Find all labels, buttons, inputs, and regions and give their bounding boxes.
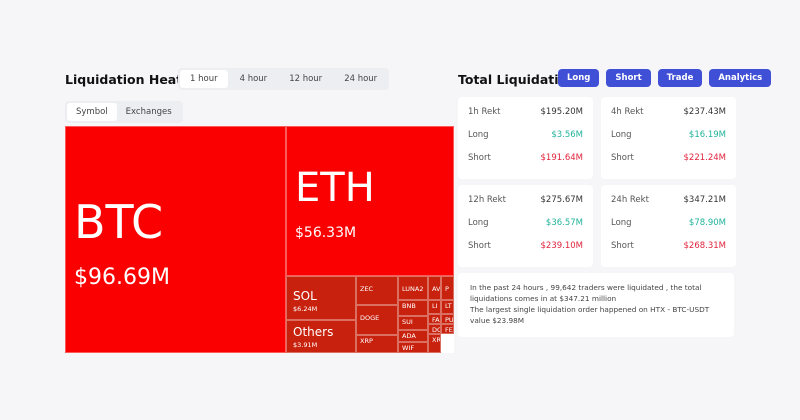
summary-box: In the past 24 hours , 99,642 traders we…	[458, 273, 734, 337]
cell-value: $3.91M	[293, 341, 318, 349]
treemap-cell[interactable]: ADA	[398, 330, 428, 342]
view-tabs: Symbol Exchanges	[65, 101, 183, 123]
short-label: Short	[611, 241, 634, 251]
cell-symbol: Others	[293, 325, 334, 339]
treemap-cell-sol[interactable]: SOL $6.24M	[286, 276, 356, 320]
long-label: Long	[611, 218, 632, 228]
cell-symbol: SOL	[293, 289, 317, 303]
summary-text: In the past 24 hours , 99,642 traders we…	[470, 283, 702, 303]
short-value: $239.10M	[540, 241, 583, 251]
totals-title: Total Liquidations	[458, 72, 584, 87]
analytics-button[interactable]: Analytics	[709, 69, 772, 87]
long-label: Long	[468, 218, 489, 228]
period-label: 24h Rekt	[611, 195, 649, 205]
treemap-cell[interactable]: ZEC	[356, 276, 398, 305]
tab-12-hour[interactable]: 12 hour	[289, 74, 323, 84]
treemap-cell[interactable]: DC	[428, 324, 441, 334]
total-value: $237.43M	[683, 107, 726, 117]
short-label: Short	[468, 241, 491, 251]
period-label: 1h Rekt	[468, 107, 501, 117]
long-value: $3.56M	[551, 130, 583, 140]
short-label: Short	[611, 153, 634, 163]
tab-24-hour[interactable]: 24 hour	[344, 74, 378, 84]
short-value: $221.24M	[683, 153, 726, 163]
treemap-cell[interactable]: AV	[428, 276, 441, 300]
total-value: $275.67M	[540, 195, 583, 205]
largest-order-text: The largest single liquidation order hap…	[470, 305, 710, 325]
treemap-cell[interactable]: FE	[441, 324, 454, 334]
rekt-card: 1h Rekt $195.20M Long $3.56M Short $191.64M	[458, 97, 593, 179]
treemap-cell[interactable]: XRP	[356, 335, 398, 353]
tab-1-hour[interactable]: 1 hour	[180, 70, 228, 88]
total-value: $347.21M	[683, 195, 726, 205]
tab-4-hour[interactable]: 4 hour	[239, 74, 268, 84]
long-value: $16.19M	[688, 130, 726, 140]
cell-value: $56.33M	[295, 225, 357, 241]
treemap-cell-eth[interactable]: ETH $56.33M	[286, 126, 454, 276]
treemap-cell[interactable]: LI	[428, 300, 441, 314]
treemap-cell[interactable]: PU	[441, 314, 454, 324]
time-tabs: 1 hour 4 hour 12 hour 24 hour	[178, 68, 390, 90]
long-value: $36.57M	[545, 218, 583, 228]
cell-value: $6.24M	[293, 305, 318, 313]
short-button[interactable]: Short	[606, 69, 651, 87]
treemap-cell[interactable]: BNB	[398, 300, 428, 316]
long-label: Long	[468, 130, 489, 140]
short-value: $191.64M	[540, 153, 583, 163]
long-button[interactable]: Long	[558, 69, 600, 87]
treemap-cell-others[interactable]: Others $3.91M	[286, 320, 356, 353]
cell-value: $96.69M	[74, 265, 170, 290]
rekt-card: 4h Rekt $237.43M Long $16.19M Short $221.24…	[601, 97, 736, 179]
treemap-cell[interactable]: LUNA2	[398, 276, 428, 300]
tab-exchanges[interactable]: Exchanges	[125, 107, 172, 117]
treemap-cell[interactable]: WIF	[398, 342, 428, 353]
short-value: $268.31M	[683, 241, 726, 251]
treemap-cell-btc[interactable]: BTC $96.69M	[65, 126, 286, 353]
long-value: $78.90M	[688, 218, 726, 228]
period-label: 4h Rekt	[611, 107, 644, 117]
treemap-cell[interactable]: XR	[428, 334, 441, 353]
totals-buttons: Long Short Trade Analytics	[558, 69, 772, 87]
tab-symbol[interactable]: Symbol	[67, 103, 117, 121]
total-value: $195.20M	[540, 107, 583, 117]
cell-symbol: ETH	[295, 165, 375, 211]
rekt-card: 24h Rekt $347.21M Long $78.90M Short $268.3…	[601, 185, 736, 267]
treemap-cell[interactable]: LT	[441, 300, 454, 314]
long-label: Long	[611, 130, 632, 140]
treemap-cell[interactable]: P	[441, 276, 454, 300]
cell-symbol: BTC	[74, 195, 164, 249]
treemap: BTC $96.69M ETH $56.33M SOL $6.24M Other…	[65, 126, 454, 353]
heatmap-title: Liquidation Heatmap	[65, 72, 213, 87]
treemap-cell[interactable]: FA	[428, 314, 441, 324]
trade-button[interactable]: Trade	[657, 69, 703, 87]
period-label: 12h Rekt	[468, 195, 506, 205]
treemap-cell[interactable]: DOGE	[356, 305, 398, 335]
treemap-cell[interactable]: SUI	[398, 316, 428, 330]
rekt-card: 12h Rekt $275.67M Long $36.57M Short $239.1…	[458, 185, 593, 267]
short-label: Short	[468, 153, 491, 163]
